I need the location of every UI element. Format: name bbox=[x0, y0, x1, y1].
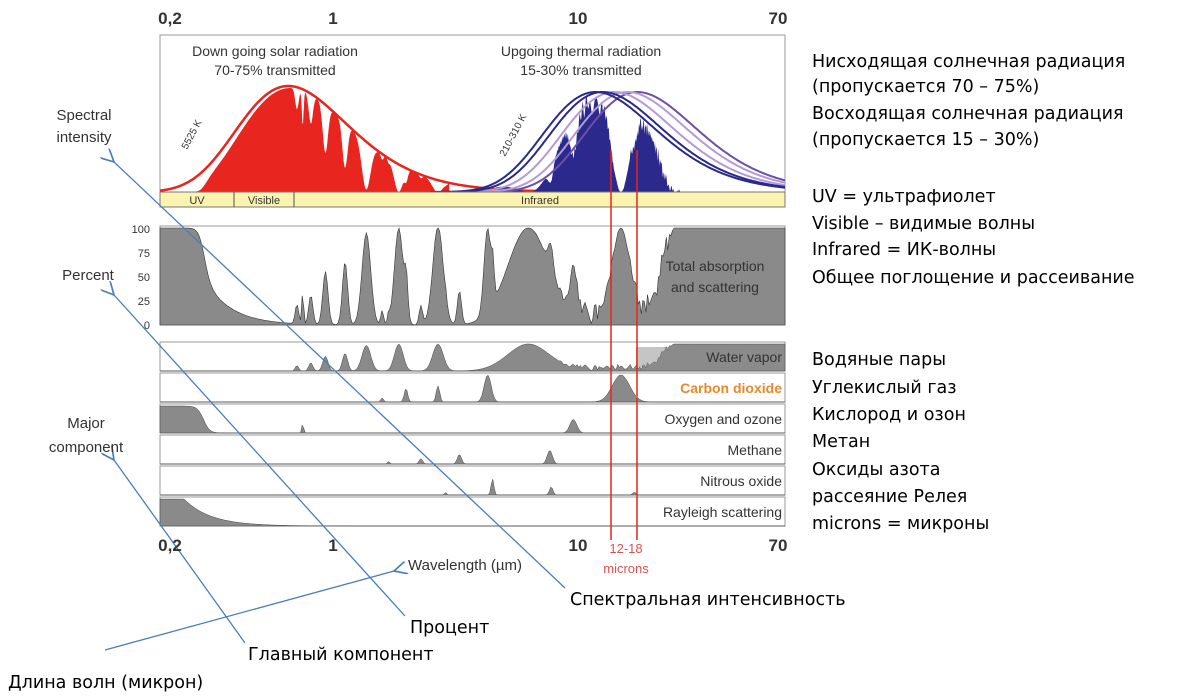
component-absorption bbox=[159, 405, 785, 434]
legend-line: Водяные пары bbox=[812, 350, 946, 370]
bottom-tick: 10 bbox=[569, 536, 588, 555]
thermal-title: 15-30% transmitted bbox=[520, 62, 641, 78]
percent-tick: 50 bbox=[138, 272, 150, 284]
bottom-tick: 1 bbox=[328, 536, 337, 555]
legend-line: microns = микроны bbox=[812, 514, 989, 534]
bottom-tick: 0,2 bbox=[158, 536, 182, 555]
top-tick: 0,2 bbox=[158, 9, 182, 28]
band-label: UV bbox=[189, 195, 205, 207]
component-absorption bbox=[159, 498, 785, 527]
y-label: Percent bbox=[62, 267, 115, 284]
strip-label-bg bbox=[636, 502, 784, 522]
component-absorption bbox=[160, 479, 785, 496]
top-tick: 1 bbox=[328, 9, 337, 28]
legend-line: Восходящая солнечная радиация bbox=[812, 104, 1123, 124]
legend-line: (пропускается 70 – 75%) bbox=[812, 77, 1039, 97]
annotation: Главный компонент bbox=[248, 645, 434, 665]
percent-tick: 75 bbox=[138, 248, 150, 260]
legend: Нисходящая солнечная радиация (пропускает… bbox=[812, 52, 1135, 534]
arrow bbox=[114, 295, 406, 617]
solar-transmitted bbox=[179, 88, 450, 192]
solar-title: 70-75% transmitted bbox=[214, 62, 335, 78]
top-tick: 70 bbox=[769, 9, 788, 28]
component-label: Rayleigh scattering bbox=[663, 504, 782, 520]
percent-tick: 100 bbox=[132, 224, 150, 236]
microns-label: 12-18 bbox=[609, 541, 642, 556]
band-label: Infrared bbox=[521, 195, 559, 207]
legend-line: Общее поглощение и рассеивание bbox=[812, 268, 1135, 288]
y-label: Major bbox=[67, 415, 105, 432]
arrow bbox=[114, 162, 566, 589]
thermal-curve bbox=[429, 91, 786, 193]
annotation: Длина волн (микрон) bbox=[8, 673, 203, 693]
thermal-title: Upgoing thermal radiation bbox=[501, 43, 661, 59]
annotation: Процент bbox=[410, 618, 489, 638]
band-label: Visible bbox=[248, 195, 280, 207]
legend-line: рассеяние Релея bbox=[812, 487, 967, 507]
annotations: Спектральная интенсивность Процент Главн… bbox=[8, 590, 846, 693]
strip-label-bg bbox=[636, 409, 784, 429]
y-label: intensity bbox=[56, 129, 112, 146]
top-tick: 10 bbox=[569, 9, 588, 28]
legend-line: Оксиды азота bbox=[812, 460, 940, 480]
microns-label: microns bbox=[603, 561, 649, 576]
legend-line: Углекислый газ bbox=[812, 378, 957, 398]
thermal-transmitted bbox=[479, 94, 726, 192]
component-label: Nitrous oxide bbox=[700, 473, 782, 489]
legend-line: Кислород и озон bbox=[812, 405, 966, 425]
arrow bbox=[114, 460, 246, 644]
component-absorption bbox=[160, 450, 785, 465]
y-label: component bbox=[49, 439, 124, 456]
legend-line: Infrared = ИК-волны bbox=[812, 240, 996, 260]
legend-line: (пропускается 15 – 30%) bbox=[812, 130, 1039, 150]
solar-title: Down going solar radiation bbox=[192, 43, 358, 59]
percent-tick: 25 bbox=[138, 296, 150, 308]
annotation: Спектральная интенсивность bbox=[570, 590, 846, 610]
strip-label-bg bbox=[636, 471, 784, 491]
arrow bbox=[104, 571, 394, 651]
bottom-tick: 70 bbox=[769, 536, 788, 555]
figure-shapes: Water vapor Carbon dioxide Oxygen and ozon… bbox=[159, 34, 786, 540]
legend-line: UV = ультрафиолет bbox=[812, 187, 996, 207]
arrows bbox=[104, 162, 566, 651]
x-label: Wavelength (µm) bbox=[408, 557, 522, 574]
legend-line: Visible – видимые волны bbox=[812, 214, 1035, 234]
total-label: and scattering bbox=[671, 279, 759, 295]
component-label: Oxygen and ozone bbox=[664, 411, 782, 427]
strip-label-bg bbox=[636, 440, 784, 460]
component-label: Methane bbox=[728, 442, 783, 458]
component-label: Carbon dioxide bbox=[680, 380, 782, 396]
band-strip bbox=[159, 191, 786, 208]
percent-tick: 0 bbox=[144, 320, 150, 332]
thermal-curve bbox=[429, 91, 786, 193]
legend-line: Нисходящая солнечная радиация bbox=[812, 52, 1125, 72]
total-label: Total absorption bbox=[666, 258, 765, 274]
absorption bbox=[159, 227, 786, 326]
component-label: Water vapor bbox=[706, 349, 782, 365]
legend-line: Метан bbox=[812, 432, 870, 452]
component-absorption bbox=[160, 374, 785, 403]
strip-label-bg bbox=[636, 378, 784, 398]
y-label: Spectral bbox=[56, 107, 111, 124]
strip-label-bg bbox=[636, 347, 784, 367]
